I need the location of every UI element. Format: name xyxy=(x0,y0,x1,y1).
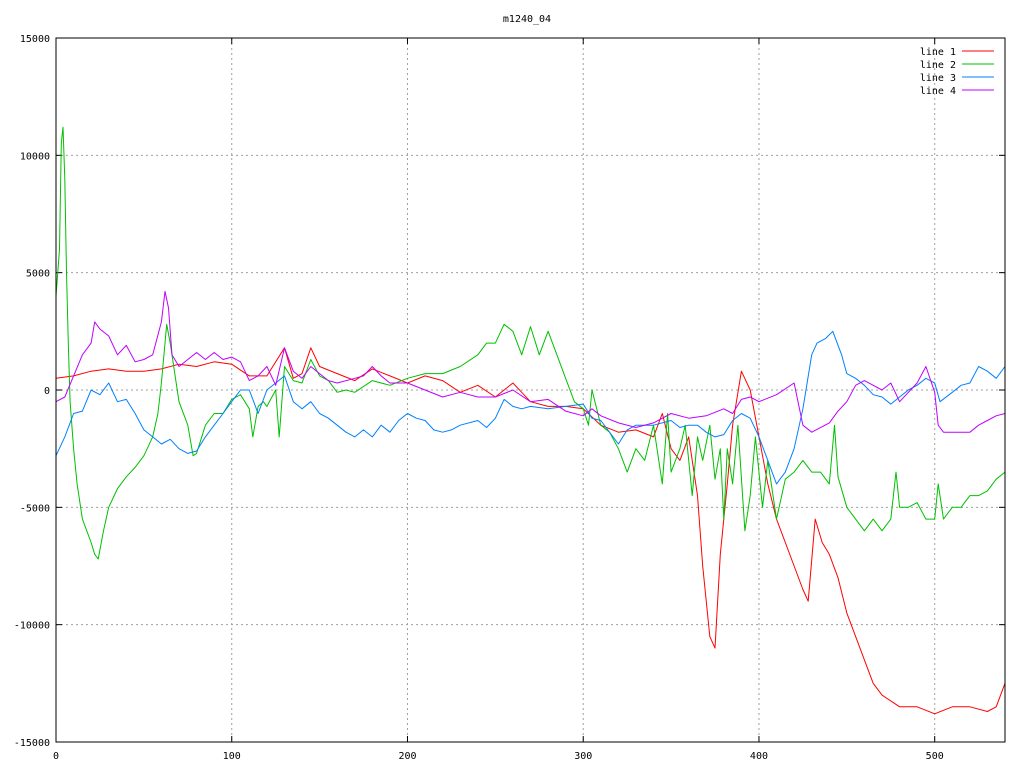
y-tick-label: 10000 xyxy=(20,151,50,162)
legend-label: line 4 xyxy=(920,86,956,97)
x-tick-label: 100 xyxy=(223,751,241,762)
y-tick-label: -5000 xyxy=(20,503,50,514)
y-tick-label: -15000 xyxy=(14,738,50,749)
x-tick-label: 500 xyxy=(926,751,944,762)
x-tick-label: 400 xyxy=(750,751,768,762)
y-tick-label: 0 xyxy=(44,386,50,397)
legend-label: line 2 xyxy=(920,60,956,71)
y-tick-label: -10000 xyxy=(14,621,50,632)
legend: line 1 line 2 line 3 line 4 xyxy=(920,47,994,97)
y-tick-label: 5000 xyxy=(26,269,50,280)
x-tick-label: 200 xyxy=(398,751,416,762)
chart-title: m1240_04 xyxy=(503,14,551,25)
series-line-1 xyxy=(55,347,1006,715)
legend-label: line 1 xyxy=(920,47,956,58)
series-line-4 xyxy=(55,290,1006,433)
series-line-2 xyxy=(55,126,1006,560)
legend-label: line 3 xyxy=(920,73,956,84)
x-tick-label: 300 xyxy=(574,751,592,762)
x-tick-label: 0 xyxy=(53,751,59,762)
series-lines xyxy=(55,126,1006,715)
axis-ticks: 0 100 200 300 400 500 -15000 -10000 -5000 0 5000 10… xyxy=(14,34,1005,762)
grid xyxy=(56,38,1005,742)
y-tick-label: 15000 xyxy=(20,34,50,45)
plot-border xyxy=(55,37,1006,743)
series-line-3 xyxy=(55,330,1006,485)
